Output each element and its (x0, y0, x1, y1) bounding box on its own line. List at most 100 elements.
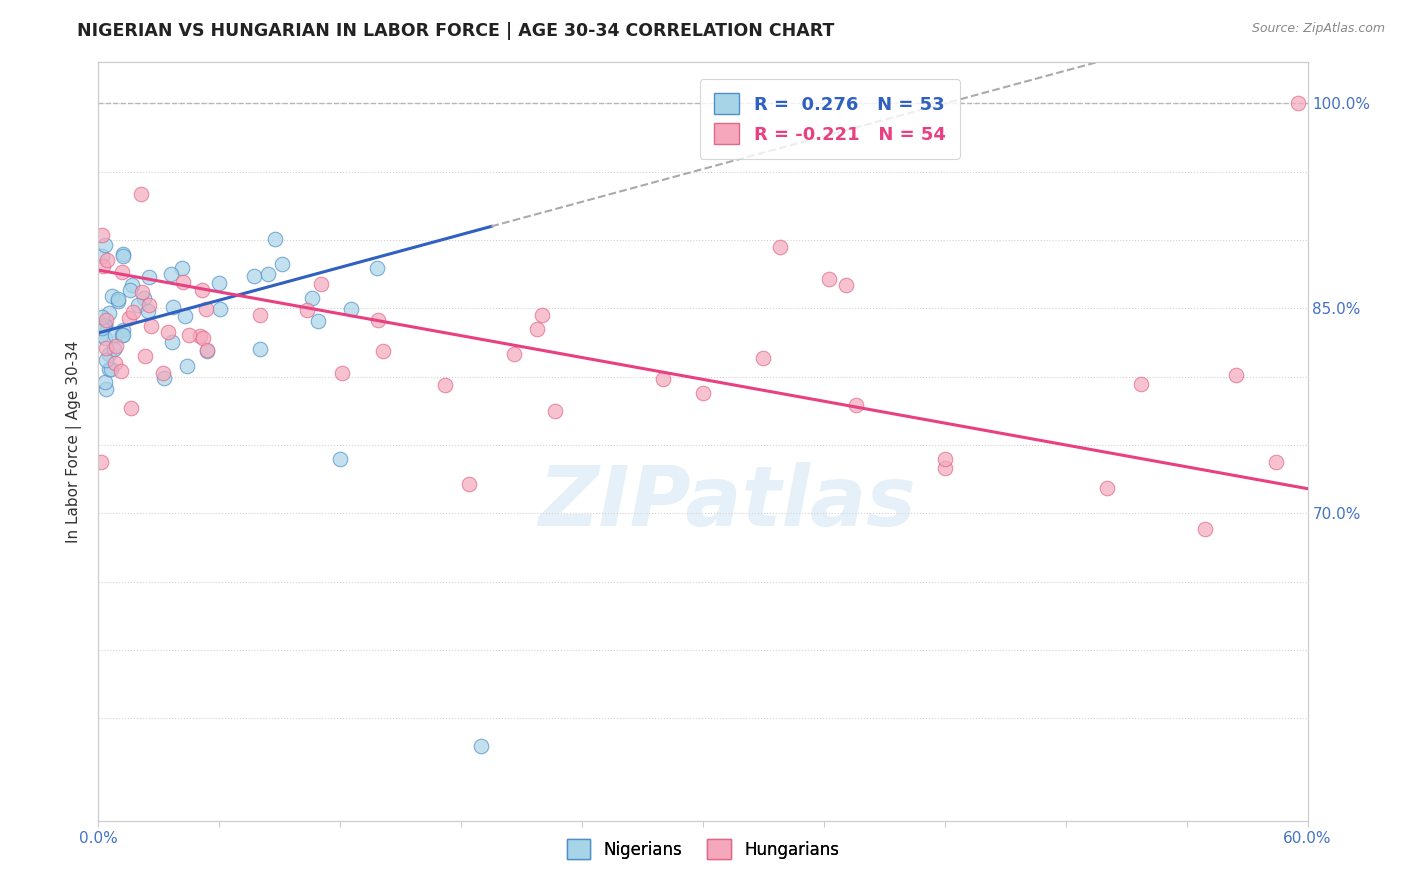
Point (371, 343, 394, 358)
Point (195, 343, 218, 358)
Point (111, 247, 134, 261)
Point (330, 366, 353, 380)
Y-axis label: In Labor Force | Age 30-34: In Labor Force | Age 30-34 (66, 340, 83, 543)
Point (103, 342, 125, 356)
Point (329, 451, 352, 466)
Point (1095, 481, 1118, 495)
Point (1130, 377, 1153, 392)
Point (104, 327, 127, 342)
Point (112, 249, 135, 263)
Point (94, 330, 117, 344)
Point (129, 186, 152, 201)
Point (526, 322, 548, 336)
Point (98, 347, 121, 361)
Point (104, 356, 127, 370)
Point (93, 318, 115, 333)
Point (264, 232, 287, 246)
Point (90, 327, 112, 342)
Point (96, 253, 118, 268)
Point (179, 328, 201, 343)
Point (100, 362, 122, 376)
Point (96, 382, 118, 396)
Point (121, 278, 143, 293)
Point (132, 292, 155, 306)
Point (309, 277, 332, 291)
Point (112, 328, 135, 343)
Point (1264, 455, 1286, 469)
Point (94, 238, 117, 252)
Point (104, 339, 127, 353)
Text: Source: ZipAtlas.com: Source: ZipAtlas.com (1251, 22, 1385, 36)
Point (90, 321, 112, 335)
Point (1286, 96, 1309, 111)
Point (502, 346, 524, 360)
Point (176, 359, 198, 373)
Point (1194, 522, 1216, 536)
Point (195, 302, 218, 317)
Point (470, 739, 492, 753)
Point (156, 325, 179, 339)
Point (934, 461, 956, 475)
Point (271, 257, 294, 271)
Point (93, 318, 115, 333)
Point (174, 310, 197, 324)
Point (543, 404, 565, 418)
Point (152, 366, 174, 380)
Point (434, 378, 457, 392)
Point (107, 294, 129, 309)
Point (195, 343, 218, 357)
Point (1225, 368, 1247, 382)
Point (97, 306, 120, 320)
Text: NIGERIAN VS HUNGARIAN IN LABOR FORCE | AGE 30-34 CORRELATION CHART: NIGERIAN VS HUNGARIAN IN LABOR FORCE | A… (77, 22, 835, 40)
Point (120, 283, 142, 297)
Point (118, 310, 141, 325)
Point (934, 451, 956, 466)
Point (366, 261, 388, 276)
Point (835, 277, 858, 292)
Point (91, 310, 114, 325)
Point (170, 260, 193, 275)
Point (90, 455, 112, 469)
Point (91, 227, 114, 242)
Point (209, 301, 232, 316)
Point (96, 341, 118, 355)
Point (188, 328, 211, 343)
Point (249, 309, 271, 323)
Point (134, 350, 156, 364)
Point (172, 276, 194, 290)
Point (121, 305, 143, 319)
Point (90, 249, 112, 263)
Point (367, 312, 389, 326)
Point (111, 265, 134, 279)
Point (207, 277, 229, 291)
Point (153, 371, 176, 385)
Point (101, 288, 124, 302)
Point (769, 240, 792, 254)
Point (307, 313, 329, 327)
Point (457, 477, 479, 491)
Point (249, 343, 271, 357)
Point (120, 401, 142, 415)
Point (243, 269, 266, 284)
Point (301, 292, 323, 306)
Point (530, 308, 553, 322)
Point (111, 328, 134, 343)
Point (162, 300, 184, 314)
Point (107, 292, 129, 306)
Point (127, 298, 149, 312)
Point (159, 267, 181, 281)
Point (136, 304, 159, 318)
Point (138, 298, 160, 312)
Point (138, 270, 160, 285)
Point (94, 375, 117, 389)
Legend: Nigerians, Hungarians: Nigerians, Hungarians (561, 833, 845, 865)
Point (191, 331, 214, 345)
Text: ZIPatlas: ZIPatlas (538, 462, 917, 542)
Point (111, 323, 134, 337)
Point (752, 351, 775, 365)
Point (139, 318, 162, 333)
Point (339, 302, 361, 317)
Point (295, 302, 318, 317)
Point (162, 334, 184, 349)
Point (845, 398, 868, 412)
